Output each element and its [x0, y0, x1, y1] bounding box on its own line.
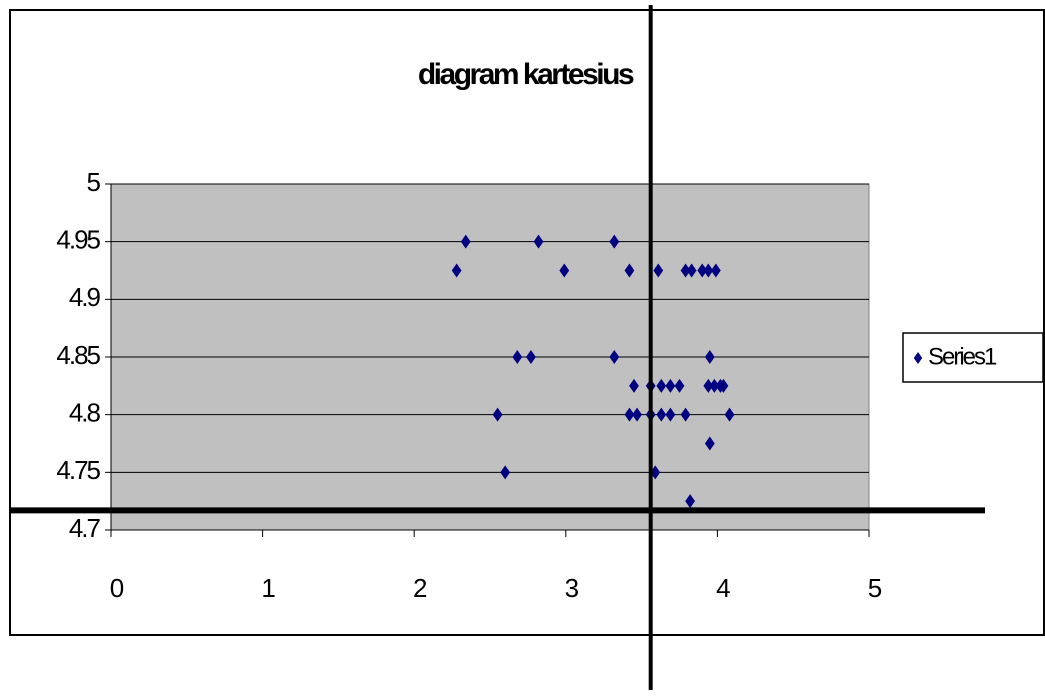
- chart-title: diagram kartesius: [418, 58, 634, 91]
- point: [624, 263, 635, 278]
- y-tick-label: 5: [87, 167, 101, 197]
- point: [656, 378, 667, 393]
- x-tick-label: 4: [716, 573, 730, 603]
- point: [686, 263, 697, 278]
- point: [609, 234, 620, 249]
- point: [650, 465, 661, 480]
- point: [697, 263, 708, 278]
- x-tick-label: 3: [565, 573, 579, 603]
- point: [710, 263, 721, 278]
- point: [674, 378, 685, 393]
- x-tick-label: 0: [110, 573, 124, 603]
- legend-label: Series1: [928, 343, 997, 370]
- point: [665, 407, 676, 422]
- point: [704, 350, 715, 364]
- point: [632, 407, 642, 422]
- point: [724, 407, 735, 422]
- point: [629, 378, 639, 393]
- point: [685, 494, 696, 509]
- point: [526, 350, 536, 364]
- y-tick-label: 4.8: [69, 398, 101, 428]
- point: [704, 436, 715, 451]
- point: [665, 378, 676, 393]
- y-tick-label: 4.9: [69, 282, 101, 312]
- point: [609, 350, 620, 364]
- x-tick-label: 2: [413, 573, 427, 603]
- legend: [902, 332, 1044, 383]
- point: [512, 350, 523, 364]
- point: [703, 263, 714, 278]
- point: [451, 263, 462, 278]
- y-tick-label: 4.7: [69, 513, 101, 543]
- point: [709, 378, 720, 393]
- x-tick-label: 5: [868, 573, 882, 603]
- point: [492, 407, 503, 422]
- point: [656, 407, 667, 422]
- legend-marker: [913, 352, 923, 364]
- point: [559, 263, 570, 278]
- y-tick-label: 4.85: [56, 340, 100, 370]
- x-tick-label: 1: [261, 573, 275, 603]
- point: [718, 378, 729, 393]
- point: [460, 234, 471, 249]
- y-tick-label: 4.75: [56, 455, 100, 485]
- point: [680, 263, 691, 278]
- point: [703, 378, 714, 393]
- point: [680, 407, 691, 422]
- point: [653, 263, 664, 278]
- y-tick-label: 4.95: [56, 225, 100, 255]
- point: [533, 234, 544, 249]
- point: [500, 465, 511, 480]
- point: [624, 407, 635, 422]
